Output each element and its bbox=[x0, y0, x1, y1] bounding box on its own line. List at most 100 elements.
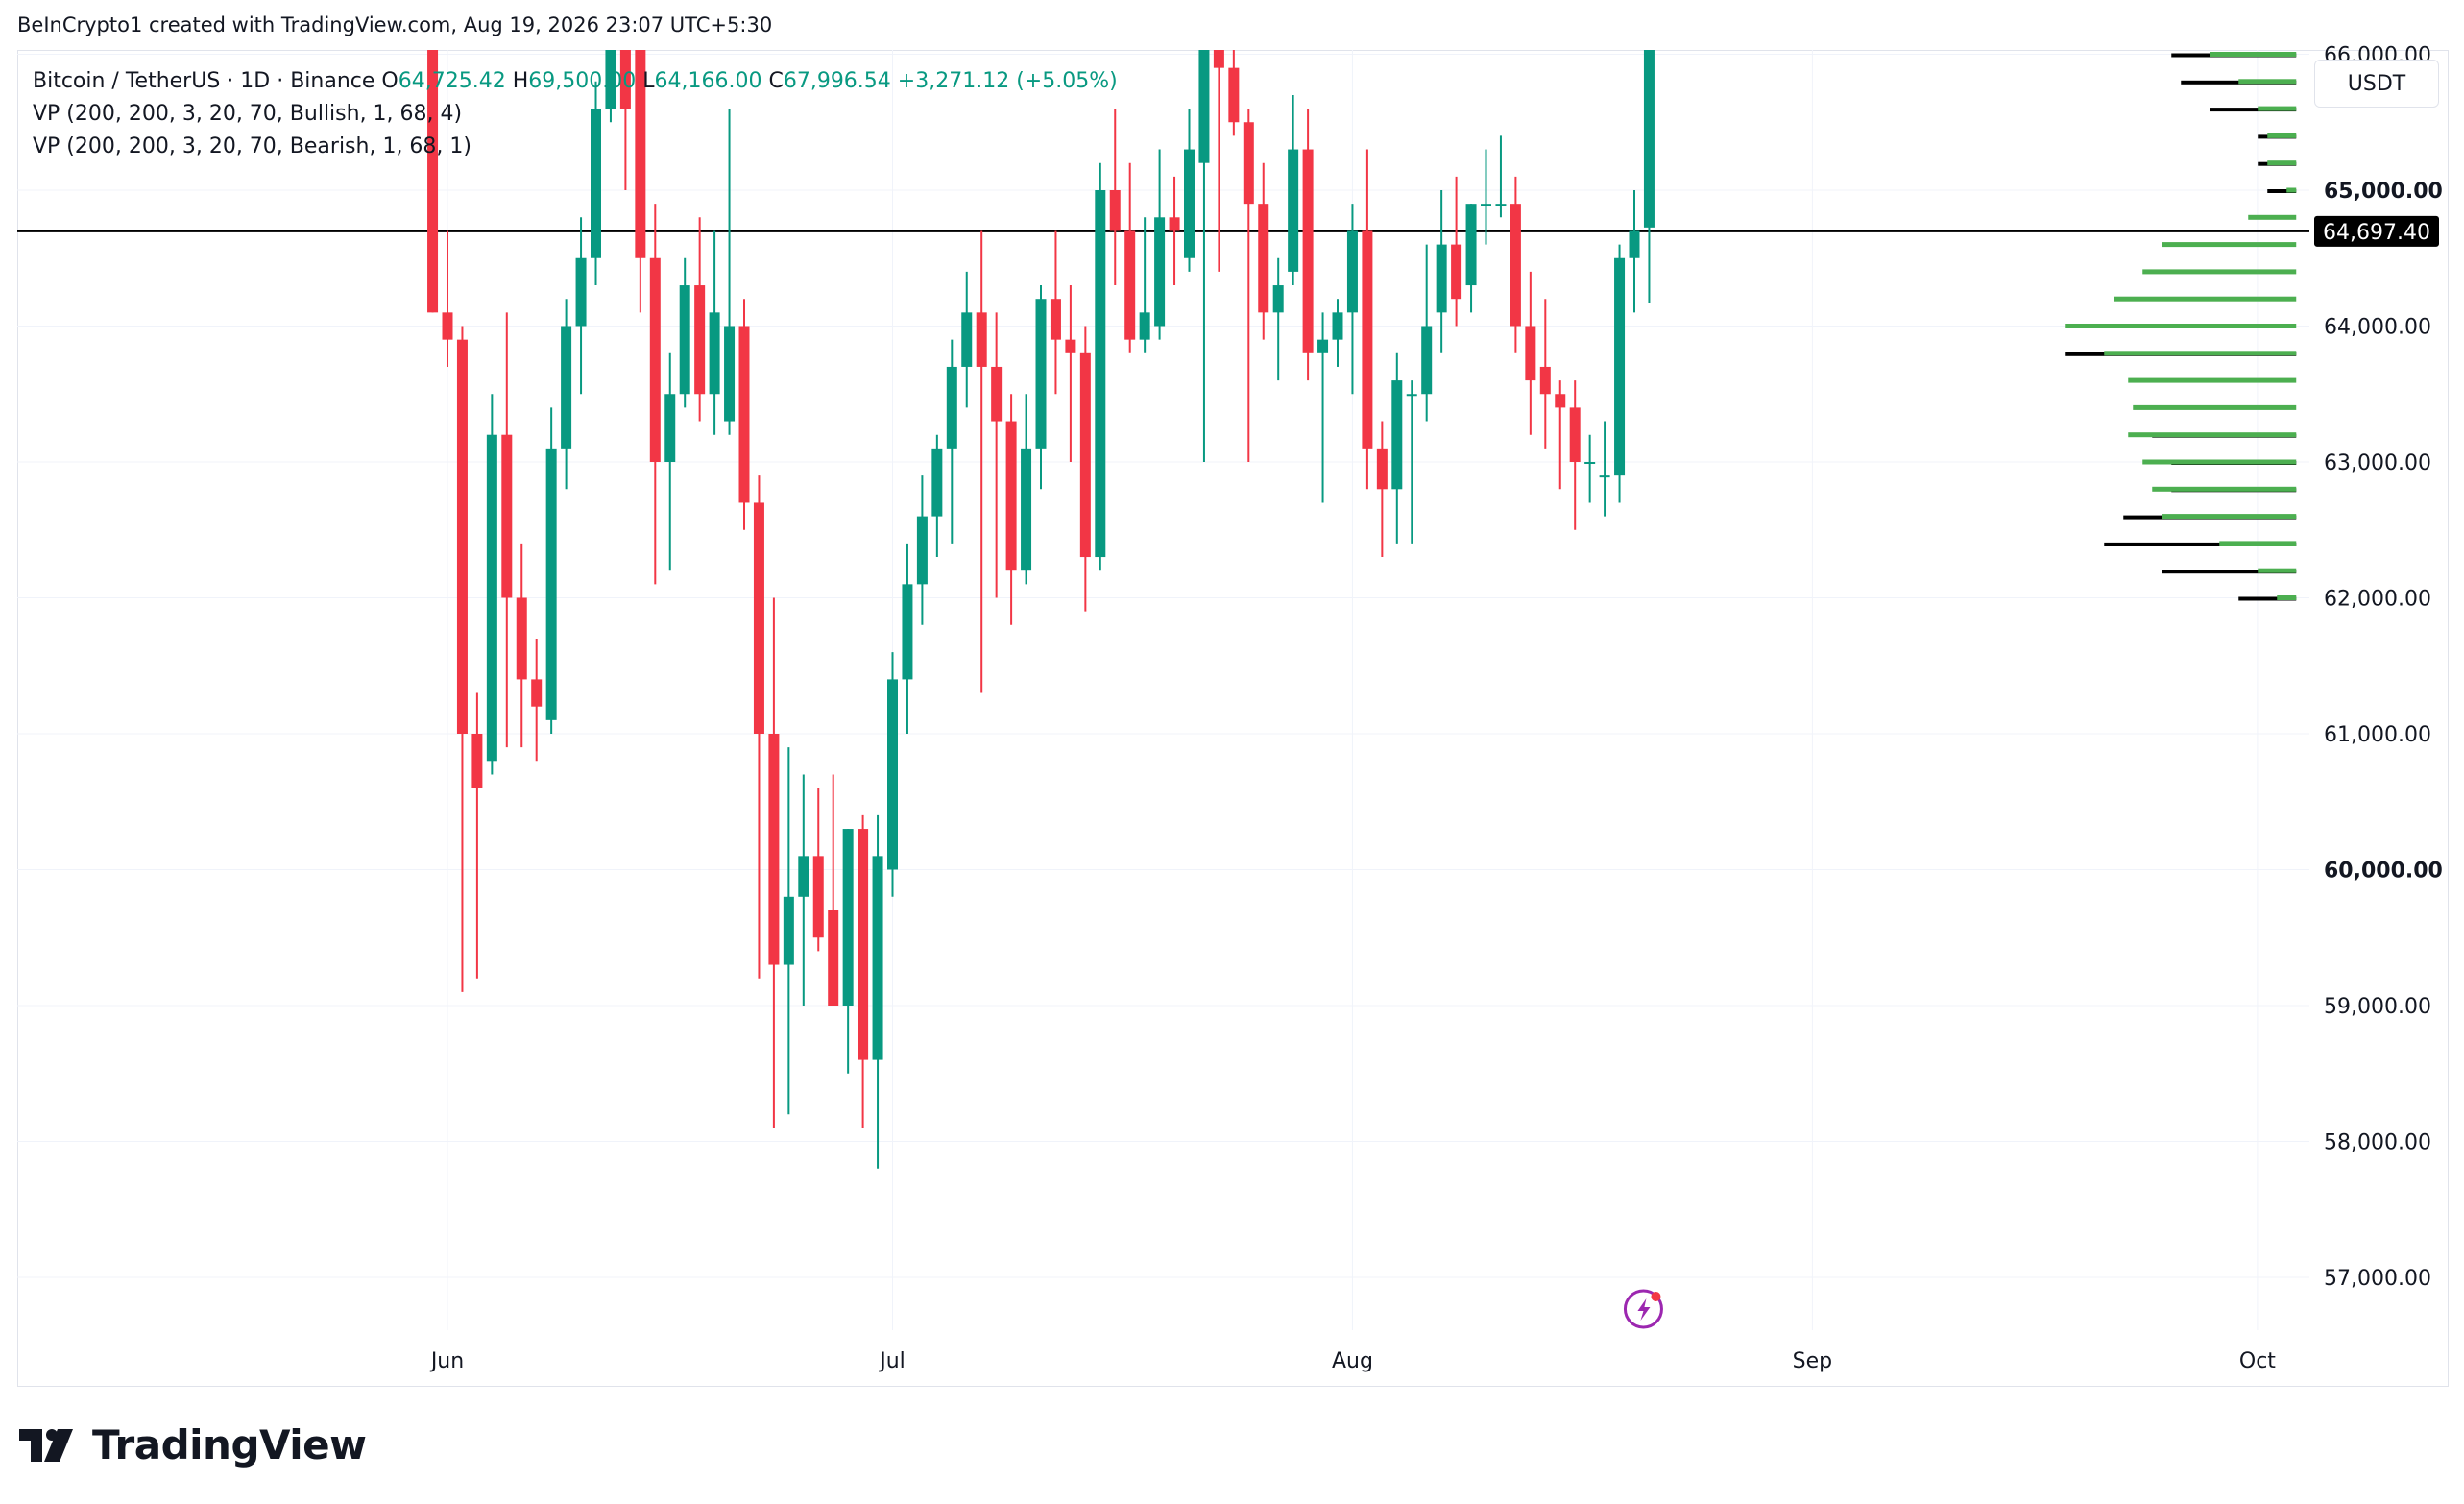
vp-bar-bullish bbox=[2286, 187, 2297, 193]
vp-bar-bullish bbox=[2219, 541, 2297, 546]
candle-body bbox=[1288, 149, 1299, 272]
legend-open-label: O bbox=[381, 69, 399, 93]
candle-body bbox=[1510, 204, 1521, 327]
vp-bar-bullish bbox=[2162, 0, 2296, 2]
candle-body bbox=[1465, 204, 1477, 286]
candle-body bbox=[575, 257, 587, 327]
x-tick-label: Sep bbox=[1793, 1349, 1832, 1373]
candle-body bbox=[1079, 352, 1091, 558]
candle-body bbox=[931, 448, 943, 517]
lightning-icon-bolt bbox=[1637, 1298, 1651, 1321]
y-tick-label: 61,000.00 bbox=[2324, 723, 2431, 747]
candle-body bbox=[456, 339, 468, 734]
candle-body bbox=[783, 896, 794, 965]
vp-bar-bearish bbox=[2267, 189, 2297, 193]
candle-body bbox=[724, 326, 736, 422]
x-axis: Jun Jul Aug Sep Oct bbox=[429, 1349, 2276, 1373]
x-tick-label: Jul bbox=[878, 1349, 906, 1373]
candle-body bbox=[1614, 257, 1626, 476]
candle-body bbox=[1213, 50, 1224, 68]
candle-body bbox=[768, 734, 780, 965]
currency-selector[interactable]: USDT bbox=[2314, 60, 2439, 108]
vp-bar-bullish bbox=[2190, 25, 2296, 30]
candle-body bbox=[1451, 244, 1462, 300]
candle-body bbox=[501, 434, 513, 598]
candle-body bbox=[753, 502, 764, 734]
candle-body bbox=[1332, 312, 1343, 340]
candle-body bbox=[427, 50, 439, 313]
x-tick-label: Jun bbox=[429, 1349, 464, 1373]
vp-bar-bullish bbox=[2210, 52, 2297, 57]
candle-body bbox=[545, 448, 557, 720]
candle-body bbox=[1362, 230, 1373, 449]
y-tick-label: 58,000.00 bbox=[2324, 1131, 2431, 1155]
candle-body bbox=[486, 434, 497, 762]
y-tick-label: 64,000.00 bbox=[2324, 316, 2431, 340]
candle-body bbox=[1569, 407, 1581, 462]
candle-body bbox=[1035, 299, 1047, 449]
candle-body bbox=[1346, 230, 1358, 313]
vp-bar-bearish bbox=[2210, 108, 2297, 112]
y-tick-label: 60,000.00 bbox=[2324, 860, 2443, 884]
candle-body bbox=[1272, 285, 1284, 313]
candle-body bbox=[1406, 394, 1417, 397]
candle-body bbox=[664, 394, 676, 462]
vp-bar-bullish bbox=[2128, 432, 2297, 438]
candle-body bbox=[1584, 462, 1596, 464]
y-tick-label: 63,000.00 bbox=[2324, 451, 2431, 475]
misc-icons bbox=[1623, 1289, 1663, 1329]
vp-bar-bullish bbox=[2267, 160, 2297, 166]
vp-bar-bearish bbox=[2123, 26, 2296, 30]
candle-body bbox=[1228, 67, 1240, 123]
legend-vp-bullish[interactable]: VP (200, 200, 3, 20, 70, Bullish, 1, 68,… bbox=[33, 102, 463, 126]
candles bbox=[427, 50, 1655, 1169]
tradingview-logo[interactable]: TradingView bbox=[19, 1421, 367, 1468]
candle-body bbox=[1302, 149, 1314, 353]
candle-body bbox=[1065, 339, 1076, 353]
candle-body bbox=[1421, 326, 1433, 395]
tradingview-wordmark: TradingView bbox=[92, 1421, 367, 1468]
y-tick-label: 65,000.00 bbox=[2324, 180, 2443, 204]
vp-bar-bullish bbox=[2162, 514, 2297, 520]
volume-profile bbox=[2065, 0, 2297, 601]
candle-body bbox=[1243, 122, 1254, 205]
y-axis: 57,000.00 58,000.00 59,000.00 60,000.00 61,0… bbox=[2324, 44, 2443, 1292]
candle-body bbox=[738, 326, 750, 503]
x-tick-label: Oct bbox=[2239, 1349, 2276, 1373]
candle-body bbox=[798, 856, 809, 897]
legend-high-label: H bbox=[512, 69, 529, 93]
candle-body bbox=[1481, 204, 1491, 206]
legend-vp-bearish[interactable]: VP (200, 200, 3, 20, 70, Bearish, 1, 68,… bbox=[33, 134, 471, 158]
legend-close-label: C bbox=[768, 69, 784, 93]
candle-body bbox=[1539, 366, 1551, 395]
tradingview-logo-icon bbox=[19, 1428, 73, 1462]
price-label-box bbox=[2314, 215, 2439, 247]
legend-low-label: L bbox=[642, 69, 655, 93]
legend-low: 64,166.00 bbox=[654, 69, 762, 93]
candle-body bbox=[709, 312, 720, 395]
candle-body bbox=[946, 366, 957, 449]
candle-body bbox=[442, 312, 453, 340]
candle-body bbox=[694, 285, 706, 395]
candle-body bbox=[916, 516, 928, 585]
candle-body bbox=[649, 257, 661, 462]
legend-symbol-row: Bitcoin / TetherUS · 1D · Binance O64,72… bbox=[33, 65, 1118, 98]
candle-body bbox=[961, 312, 973, 367]
candle-body bbox=[1124, 230, 1136, 340]
price-label-text: 64,697.40 bbox=[2323, 221, 2430, 245]
candle-body bbox=[1525, 326, 1536, 381]
vp-bar-bullish bbox=[2267, 133, 2297, 138]
grid bbox=[17, 50, 2309, 1330]
chart-credit: BeInCrypto1 created with TradingView.com… bbox=[17, 13, 773, 36]
candle-body bbox=[902, 584, 913, 680]
candle-body bbox=[561, 326, 572, 449]
vp-bar-bullish bbox=[2248, 214, 2297, 220]
legend-symbol: Bitcoin / TetherUS · 1D · Binance bbox=[33, 69, 375, 93]
vp-bar-bullish bbox=[2152, 486, 2297, 492]
vp-bar-bullish bbox=[2277, 595, 2297, 600]
candle-body bbox=[858, 829, 869, 1060]
candle-body bbox=[1021, 448, 1032, 571]
candle-body bbox=[1643, 50, 1655, 228]
chart-legend: Bitcoin / TetherUS · 1D · Binance O64,72… bbox=[33, 65, 1118, 163]
